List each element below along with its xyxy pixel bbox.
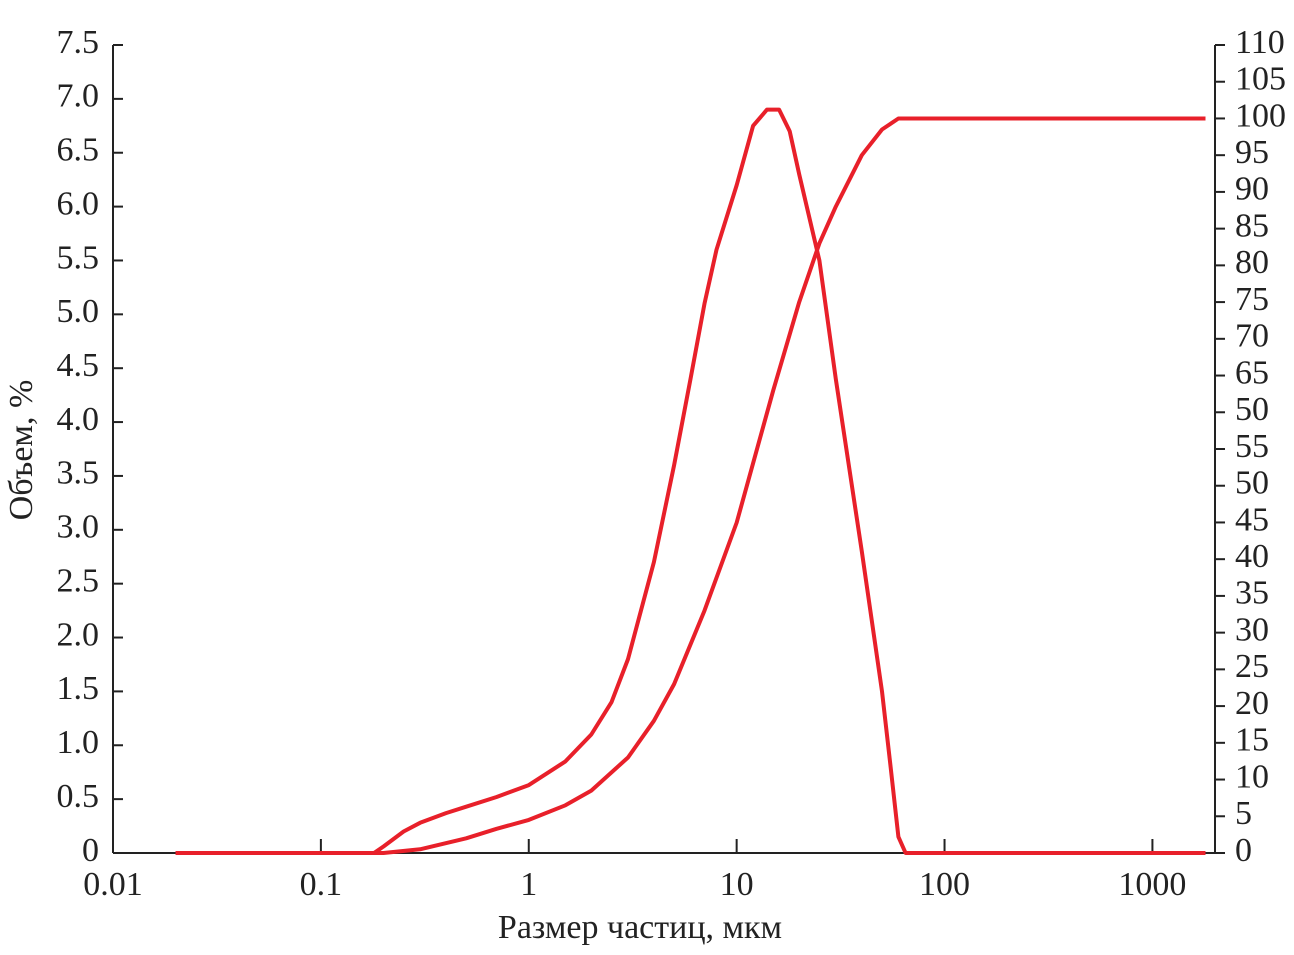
y-tick-label: 3.0 (57, 509, 100, 546)
y2-tick-label: 90 (1235, 171, 1269, 208)
x-tick-label: 10 (720, 866, 754, 903)
y2-tick-label: 45 (1235, 501, 1269, 538)
y2-tick-label: 15 (1235, 722, 1269, 759)
data-line (175, 107, 1206, 855)
y2-tick-label: 35 (1235, 575, 1269, 612)
y-tick-label: 2.5 (57, 562, 100, 599)
y2-tick-label: 30 (1235, 611, 1269, 648)
y-axis-label: Объем, % (3, 380, 40, 521)
y-tick-label: 1.5 (57, 670, 100, 707)
y2-tick-label: 110 (1235, 24, 1285, 61)
y2-tick-label: 85 (1235, 207, 1269, 244)
y2-tick-label: 75 (1235, 281, 1269, 318)
x-axis-label: Размер частиц, мкм (498, 909, 782, 946)
y2-tick-label: 95 (1235, 134, 1269, 171)
y-tick-label: 5.5 (57, 239, 100, 276)
y2-tick-label: 20 (1235, 685, 1269, 722)
x-tick-label: 0.1 (300, 866, 343, 903)
y-tick-label: 6.5 (57, 132, 100, 169)
y2-tick-label: 25 (1235, 648, 1269, 685)
y2-tick-label: 70 (1235, 318, 1269, 355)
y2-tick-label: 5 (1235, 795, 1252, 832)
y-tick-label: 7.5 (57, 24, 100, 61)
y2-tick-label: 40 (1235, 538, 1269, 575)
y2-tick-label: 65 (1235, 354, 1269, 391)
y2-tick-label: 80 (1235, 244, 1269, 281)
x-tick-label: 100 (919, 866, 970, 903)
x-tick-label: 1000 (1118, 866, 1186, 903)
data-line (175, 116, 1206, 855)
y-tick-label: 2.0 (57, 616, 100, 653)
y-tick-label: 0.5 (57, 778, 100, 815)
y-tick-label: 3.5 (57, 455, 100, 492)
y2-tick-label: 0 (1235, 832, 1252, 869)
y2-tick-label: 10 (1235, 758, 1269, 795)
y-tick-label: 0 (82, 832, 99, 869)
y-tick-label: 1.0 (57, 724, 100, 761)
y2-tick-label: 100 (1235, 97, 1286, 134)
x-tick-label: 1 (520, 866, 537, 903)
y-tick-label: 4.5 (57, 347, 100, 384)
y-tick-label: 6.0 (57, 185, 100, 222)
y-tick-label: 7.0 (57, 78, 100, 115)
y2-tick-label: 50 (1235, 465, 1269, 502)
y2-tick-label: 105 (1235, 61, 1286, 98)
y-tick-label: 4.0 (57, 401, 100, 438)
y-tick-label: 5.0 (57, 293, 100, 330)
y2-tick-label: 50 (1235, 391, 1269, 428)
x-tick-label: 0.01 (83, 866, 143, 903)
y2-tick-label: 55 (1235, 428, 1269, 465)
